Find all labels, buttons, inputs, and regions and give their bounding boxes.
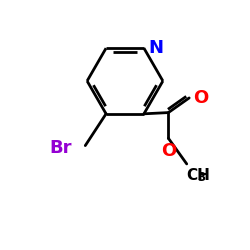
Text: Br: Br: [49, 139, 72, 157]
Text: CH: CH: [187, 168, 210, 183]
Text: 3: 3: [198, 171, 205, 184]
Text: N: N: [148, 39, 163, 57]
Text: O: O: [194, 89, 209, 107]
Text: O: O: [161, 142, 176, 160]
